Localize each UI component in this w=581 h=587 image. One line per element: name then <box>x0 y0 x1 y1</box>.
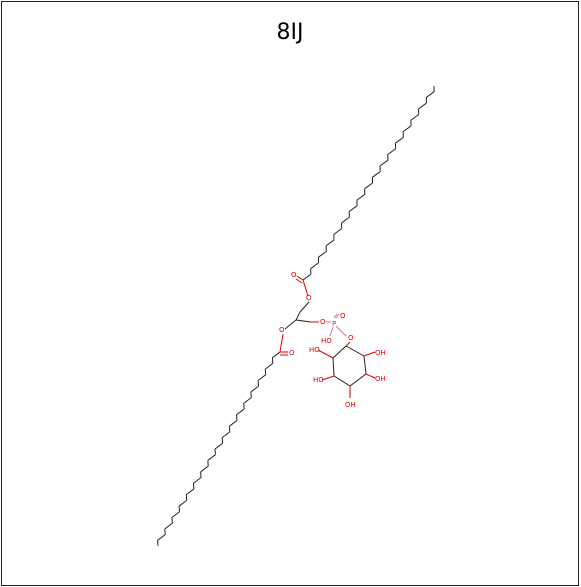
atom-oh-4: OH <box>375 375 386 383</box>
upper-chain-bond <box>364 182 373 190</box>
lower-chain-bond <box>164 522 173 530</box>
upper-chain-bond <box>318 251 327 258</box>
oh2-bond <box>363 351 376 357</box>
glycerol-c1-c2 <box>295 311 301 321</box>
upper-chain-bond <box>302 273 312 281</box>
p-double-o-bond-2 <box>333 313 338 319</box>
lower-chain-bond <box>221 431 231 438</box>
atom-p-hydroxyl: HO <box>321 337 332 345</box>
atom-oh-1: HO <box>309 346 320 354</box>
p-o-inositol-bond <box>335 325 347 337</box>
atom-oh-2: OH <box>375 349 386 357</box>
lower-chain-bond <box>272 351 281 359</box>
lower-chain-bond <box>250 385 259 393</box>
bonds-layer <box>157 85 435 547</box>
inositol-ring-bond <box>363 355 367 375</box>
ester1-carbonyl-bond-2 <box>295 278 303 284</box>
ester1-carbonyl-bond <box>296 275 304 281</box>
upper-chain-bond <box>333 228 342 235</box>
ester2-o-bond <box>279 333 284 353</box>
glycerol-c2-c3 <box>295 319 312 323</box>
ester1-glycerol-bond <box>299 301 310 313</box>
lower-chain-bond <box>178 499 188 507</box>
glycerol-c2-o <box>284 319 297 330</box>
atom-labels-layer: O O O O O P O HO O HO OH HO OH OH <box>279 271 386 409</box>
upper-chain-bond <box>372 171 381 178</box>
oh1-bond <box>317 349 334 359</box>
lower-chain-bond <box>264 363 274 370</box>
molecule-title: 8IJ <box>276 20 304 45</box>
lower-chain-bond <box>229 420 238 427</box>
p-double-o-bond <box>335 313 340 319</box>
ester1-o-bond <box>302 279 309 297</box>
oh3-bond <box>321 375 335 381</box>
atom-o-p-inositol: O <box>348 334 354 342</box>
inositol-o-link <box>345 341 351 347</box>
inositol-ring-bond <box>332 357 335 377</box>
lower-chain-bond <box>157 534 166 541</box>
upper-chain-bond <box>395 136 404 144</box>
upper-chain-bond <box>310 262 319 269</box>
atom-o-ester2-carbonyl: O <box>289 349 295 357</box>
atom-o-p-double: O <box>340 312 346 320</box>
upper-chain-bond <box>402 125 412 133</box>
upper-chain-bond <box>387 148 396 155</box>
upper-chain-bond <box>341 216 350 224</box>
lower-chain-bond <box>200 465 209 473</box>
p-oh-bond <box>329 326 334 337</box>
inositol-ring-bond <box>349 373 367 387</box>
atom-o-ester1-link: O <box>306 294 312 302</box>
upper-chain-bond <box>325 239 335 247</box>
lower-chain-bond <box>193 477 202 484</box>
upper-chain-bond <box>348 205 358 212</box>
lower-chain-bond <box>171 511 180 518</box>
inositol-ring-bond <box>345 345 365 357</box>
atom-o-glycerol-p: O <box>320 318 326 326</box>
atom-o-ester1-carbonyl: O <box>291 271 297 279</box>
lower-chain-bond <box>236 408 245 416</box>
inositol-ring-bond <box>333 375 351 387</box>
atom-p: P <box>332 320 336 328</box>
lower-chain-bond <box>257 374 266 381</box>
lower-chain-bond <box>185 488 195 496</box>
upper-chain-bond <box>418 102 427 110</box>
lower-chain-bond <box>214 442 223 450</box>
oh4-bond <box>365 373 376 379</box>
atom-oh-5: OH <box>345 401 356 409</box>
upper-chain-bond <box>410 114 420 121</box>
upper-chain-bond <box>356 194 366 201</box>
atom-oh-3: HO <box>313 376 324 384</box>
lower-chain-bond <box>207 454 216 461</box>
inositol-ring-bond <box>332 345 347 359</box>
upper-chain-bond <box>379 159 389 167</box>
upper-chain-bond <box>426 91 435 98</box>
lower-chain-bond <box>243 397 252 404</box>
atom-o-ester2-link: O <box>279 326 285 334</box>
